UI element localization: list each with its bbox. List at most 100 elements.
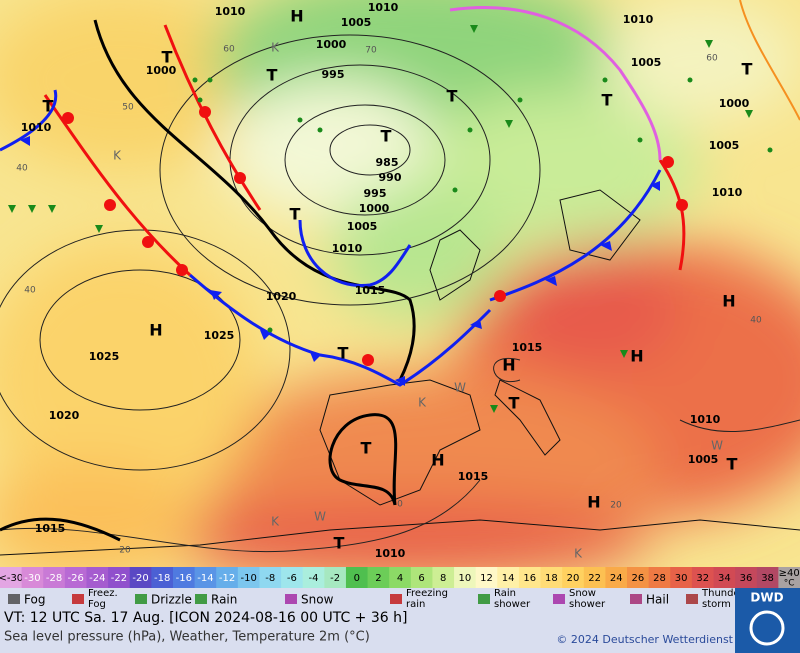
scale-label: 32 bbox=[696, 573, 709, 584]
pressure-center: H bbox=[431, 451, 444, 470]
legend-icon bbox=[195, 594, 207, 604]
temperature-scale: <-30 -30 -28 -26 -24 -22 -20 -18 -16 -14 -12 -10 -8-… bbox=[0, 567, 800, 589]
warm-front bbox=[163, 24, 262, 211]
cold-front bbox=[298, 219, 412, 288]
map-labels: 1010 1010 1005 1000 995 1010 1005 1000 1005 1010 9… bbox=[16, 1, 762, 561]
scale-cell bbox=[713, 567, 736, 588]
isobar-label: 1020 bbox=[49, 409, 80, 422]
scale-label: 10 bbox=[458, 573, 471, 584]
isobar-label: 1010 bbox=[332, 242, 363, 255]
legend-label: Freez. bbox=[88, 588, 118, 599]
isobar-label: 1010 bbox=[21, 121, 52, 134]
pressure-center: H bbox=[290, 7, 303, 26]
isobar-label: 985 bbox=[376, 156, 399, 169]
legend-icon bbox=[478, 594, 490, 604]
isobar-label: 1015 bbox=[355, 284, 386, 297]
trough bbox=[328, 413, 398, 506]
scale-cell bbox=[583, 567, 606, 588]
isobar-label: 995 bbox=[364, 187, 387, 200]
copyright: © 2024 Deutscher Wetterdienst bbox=[556, 633, 733, 646]
isobar-label: 1015 bbox=[458, 470, 489, 483]
scale-cell bbox=[691, 567, 715, 588]
logo-text: DWD bbox=[750, 591, 783, 605]
pressure-center: T bbox=[602, 91, 613, 110]
scale-cell bbox=[216, 567, 239, 588]
isobar-label: 990 bbox=[379, 171, 402, 184]
scale-cell bbox=[194, 567, 217, 588]
isotherm-label: 50 bbox=[122, 103, 134, 113]
scale-cell bbox=[108, 567, 131, 588]
legend-label: shower bbox=[494, 599, 531, 610]
isobar-label: 995 bbox=[322, 68, 345, 81]
scale-cell bbox=[281, 567, 304, 588]
scale-cell bbox=[0, 567, 23, 588]
pressure-center: H bbox=[149, 321, 162, 340]
scale-label: -12 bbox=[219, 573, 235, 584]
scale-label: -24 bbox=[89, 573, 105, 584]
scale-label: -26 bbox=[68, 573, 84, 584]
isotherm-label: 40 bbox=[16, 164, 28, 174]
isobar-label: 1010 bbox=[368, 1, 399, 14]
scale-label: -4 bbox=[309, 573, 319, 584]
scale-label: 36 bbox=[740, 573, 753, 584]
scale-cell bbox=[670, 567, 693, 588]
scale-label: 12 bbox=[480, 573, 493, 584]
legend-label: Snow bbox=[569, 588, 596, 599]
air-mass-label: K bbox=[574, 547, 583, 561]
scale-label: -30 bbox=[24, 573, 40, 584]
scale-cell bbox=[648, 567, 671, 588]
isobar-label: 1010 bbox=[690, 413, 721, 426]
scale-cell bbox=[172, 567, 196, 588]
pressure-center: T bbox=[290, 205, 301, 224]
isobar-label: 1000 bbox=[719, 97, 750, 110]
scale-label: -16 bbox=[176, 573, 192, 584]
scale-cell bbox=[259, 567, 282, 588]
air-mass-label: K bbox=[418, 396, 427, 410]
coastlines bbox=[0, 189, 800, 556]
air-mass-label: K bbox=[271, 41, 280, 55]
scale-cell bbox=[735, 567, 758, 588]
pressure-center: T bbox=[162, 48, 173, 67]
legend-label: storm bbox=[702, 599, 731, 610]
isotherm-label: 40 bbox=[750, 316, 762, 326]
pressure-center: T bbox=[361, 439, 372, 458]
isotherm-label: 0 bbox=[397, 500, 403, 510]
scale-label: 30 bbox=[675, 573, 688, 584]
isotherm-label: 20 bbox=[610, 501, 622, 511]
scale-label: -8 bbox=[265, 573, 275, 584]
legend-icon bbox=[135, 594, 147, 604]
legend-icon bbox=[390, 594, 402, 604]
legend-label: Rain bbox=[494, 588, 516, 599]
pressure-center: T bbox=[267, 66, 278, 85]
scale-cell bbox=[562, 567, 585, 588]
legend-label: shower bbox=[569, 599, 606, 610]
map-area: 1010 1010 1005 1000 995 1010 1005 1000 1005 1010 9… bbox=[0, 0, 800, 567]
legend-label: Snow bbox=[301, 593, 334, 607]
legend-icon bbox=[72, 594, 84, 604]
isobar-label: 1000 bbox=[316, 38, 347, 51]
legend-label: Fog bbox=[24, 593, 45, 607]
legend-label: Drizzle bbox=[151, 593, 192, 607]
scale-cell bbox=[129, 567, 152, 588]
scale-label: -10 bbox=[240, 573, 256, 584]
air-mass-label: K bbox=[113, 149, 122, 163]
isotherm-label: 70 bbox=[365, 46, 377, 56]
isobar-label: 1020 bbox=[266, 290, 297, 303]
pressure-center: H bbox=[587, 493, 600, 512]
scale-label: 14 bbox=[502, 573, 515, 584]
scale-cell bbox=[302, 567, 325, 588]
legend-label: Fog bbox=[88, 599, 106, 610]
isotherm-label: 60 bbox=[223, 45, 235, 55]
legend-label: rain bbox=[406, 599, 425, 610]
scale-label: -2 bbox=[330, 573, 340, 584]
pressure-center: T bbox=[338, 344, 349, 363]
logo-box bbox=[735, 588, 800, 653]
scale-cell bbox=[497, 567, 520, 588]
pressure-center: T bbox=[447, 87, 458, 106]
scale-label: 16 bbox=[523, 573, 536, 584]
occluded-front bbox=[449, 6, 662, 161]
scale-cell bbox=[345, 567, 369, 588]
scale-cell bbox=[367, 567, 390, 588]
scale-label: 8 bbox=[440, 573, 446, 584]
cold-front bbox=[189, 273, 492, 387]
